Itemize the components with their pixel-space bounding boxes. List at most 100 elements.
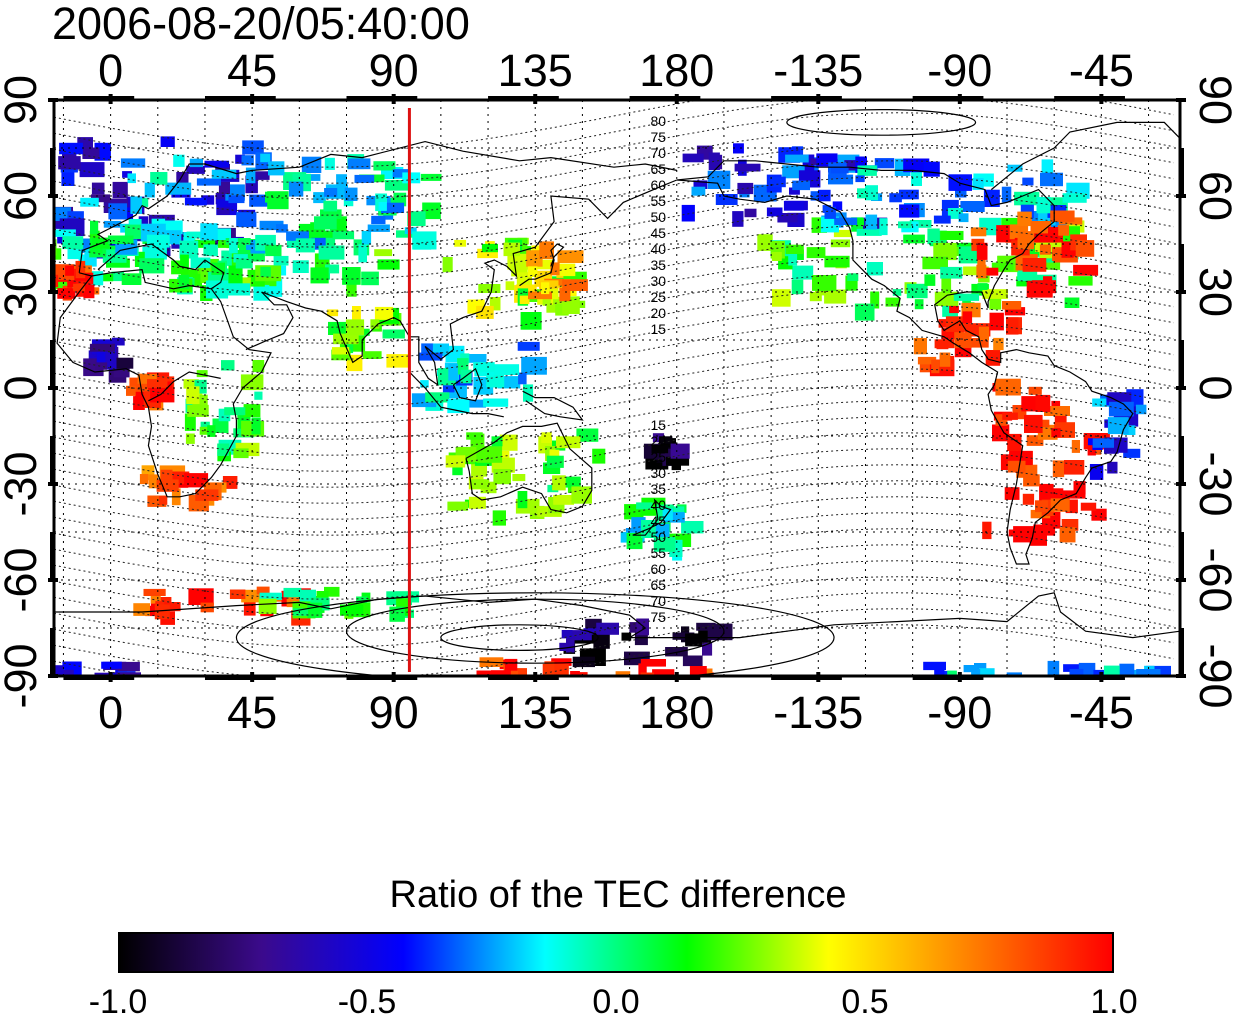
tec-cell: [89, 230, 100, 241]
tec-cell: [295, 238, 315, 253]
tec-cell: [1047, 660, 1060, 676]
tec-cell: [160, 136, 175, 147]
frame-bar: [912, 675, 984, 680]
lon-tick-label-bottom: 45: [227, 687, 277, 738]
tec-cell: [909, 220, 932, 228]
tec-cell: [955, 185, 967, 198]
frame-bar: [629, 675, 701, 680]
tec-cell: [122, 171, 132, 178]
tec-cell: [982, 289, 1008, 299]
tec-cell: [682, 153, 704, 163]
tec-cell: [806, 247, 826, 259]
tec-cell: [144, 182, 155, 198]
tec-cell: [976, 267, 999, 276]
tec-cell: [898, 221, 912, 229]
lat-tick-label-right: 90: [1190, 75, 1240, 125]
contour-label: 80: [650, 113, 666, 129]
tec-cell: [1050, 210, 1075, 222]
tec-cell: [236, 212, 257, 228]
magnetic-contour: [54, 432, 1174, 504]
tec-cell: [559, 283, 571, 302]
tec-cell: [54, 248, 62, 260]
tec-cell: [309, 231, 333, 238]
tec-cell: [983, 189, 1000, 207]
tec-cell: [1017, 211, 1032, 227]
lon-tick-label-bottom: 180: [639, 687, 714, 738]
tec-cell: [504, 670, 519, 676]
tec-cell: [855, 175, 865, 183]
tec-cell: [477, 248, 498, 259]
tec-cell: [640, 659, 666, 667]
tec-cell: [260, 266, 271, 277]
tec-cell: [989, 294, 1002, 310]
tec-cell: [953, 293, 980, 301]
tec-cell: [273, 255, 289, 266]
tec-cell: [947, 208, 963, 219]
tec-cell: [344, 187, 358, 201]
tec-cell: [766, 207, 783, 217]
tec-cell: [228, 265, 243, 284]
tec-cell: [977, 283, 988, 290]
tec-cell: [150, 592, 161, 604]
lat-tick-label-right: 30: [1190, 267, 1240, 317]
tec-cell: [243, 600, 256, 616]
tec-cell: [934, 668, 945, 676]
tec-cell: [1063, 664, 1087, 672]
tec-cell: [682, 655, 703, 667]
tec-cell: [120, 158, 146, 168]
tec-cell: [412, 231, 437, 250]
contour-label: 75: [650, 609, 666, 625]
frame-bar: [63, 675, 135, 680]
axis-tick: [1176, 98, 1186, 102]
tec-cell: [526, 250, 543, 267]
tec-cell: [1045, 255, 1054, 263]
tec-cell: [1059, 527, 1076, 543]
tec-cell: [327, 309, 339, 317]
tec-cell: [892, 289, 902, 296]
magnetic-contour: [54, 480, 1174, 552]
contour-label: 55: [650, 545, 666, 561]
tec-cell: [447, 501, 469, 511]
tec-cell: [621, 632, 632, 641]
tec-cell: [940, 230, 964, 240]
tec-cell: [857, 165, 877, 176]
tec-cell: [235, 258, 253, 269]
tec-cell: [133, 396, 145, 410]
tec-cell: [1057, 225, 1070, 236]
tec-cell: [592, 448, 606, 464]
tec-cell: [126, 385, 136, 396]
magnetic-contour: [54, 368, 1174, 440]
tec-cell: [91, 182, 105, 195]
tec-cell: [785, 244, 804, 254]
contour-label: 60: [650, 561, 666, 577]
tec-cell: [583, 628, 605, 637]
tec-cell: [363, 351, 382, 359]
tec-cell: [82, 147, 100, 159]
tec-cell: [834, 212, 847, 220]
tec-cell: [233, 448, 249, 459]
auroral-oval: [235, 592, 835, 676]
tec-cell: [1092, 398, 1115, 407]
tec-cell: [824, 255, 850, 268]
colorbar-tick-label: 0.0: [592, 983, 640, 1021]
tec-cell: [652, 433, 665, 443]
tec-cell: [551, 658, 572, 666]
tec-cell: [493, 469, 511, 485]
tec-cell: [206, 280, 229, 299]
lat-tick-label-right: 0: [1190, 375, 1240, 400]
tec-cell: [1026, 435, 1044, 446]
tec-cell: [1026, 280, 1053, 298]
magnetic-contour: [54, 336, 1174, 408]
tec-cell: [361, 271, 379, 286]
tec-cell: [978, 326, 989, 340]
tec-cell: [204, 160, 230, 168]
tec-cell: [1069, 668, 1084, 676]
tec-cell: [476, 670, 498, 676]
magnetic-contour: [54, 208, 1174, 280]
tec-cell: [236, 249, 251, 258]
tec-cell: [142, 246, 167, 260]
tec-cell: [914, 299, 924, 310]
tec-cell: [1007, 460, 1026, 473]
tec-cell: [222, 476, 238, 489]
tec-cell: [1080, 502, 1097, 511]
